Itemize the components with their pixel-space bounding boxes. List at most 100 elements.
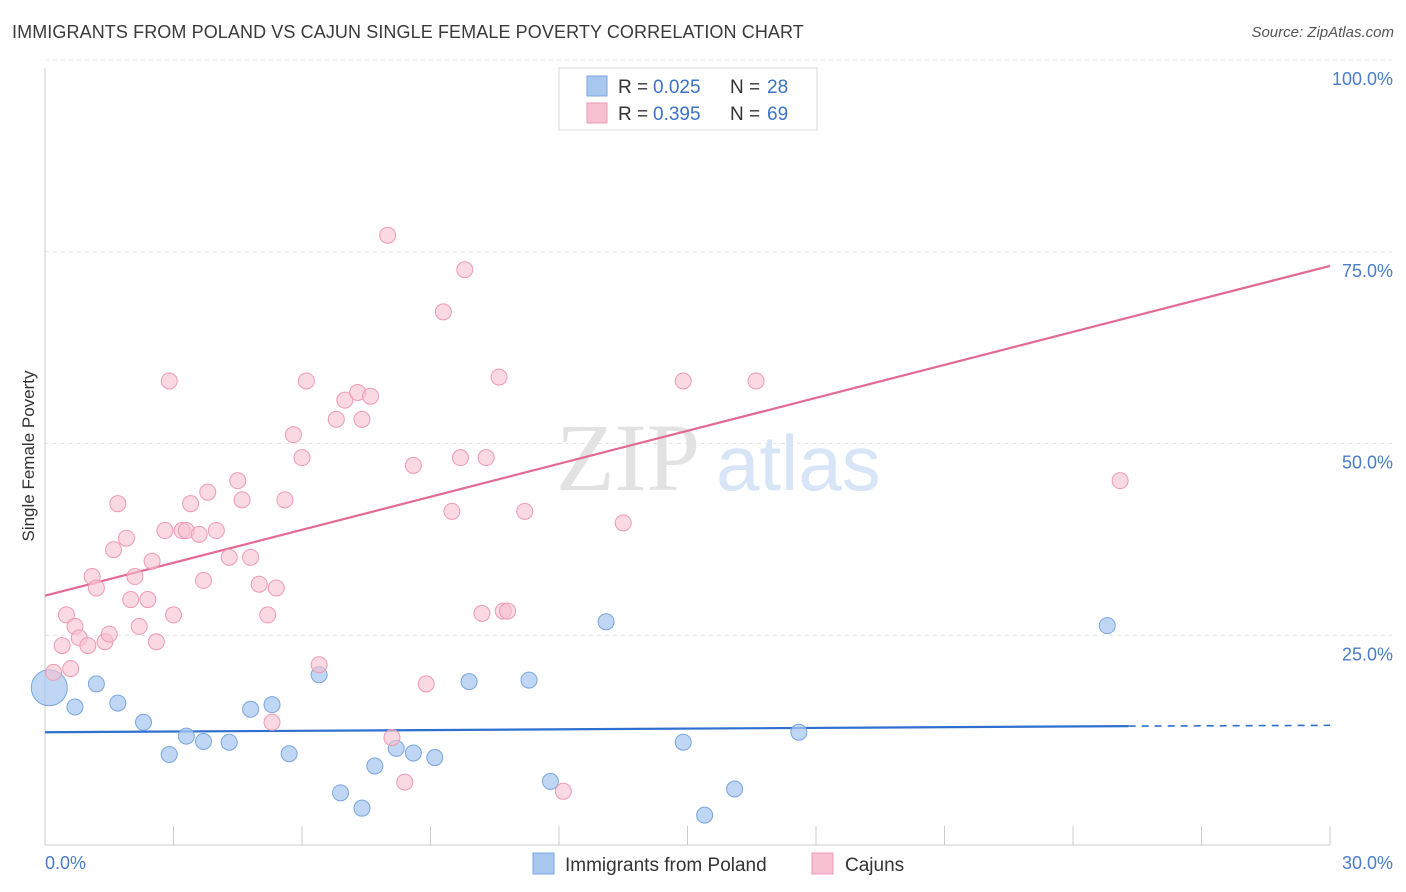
cajun-point [284,426,302,444]
cajun-point [165,606,182,624]
legend-poland-r-label: R = [618,77,648,98]
poland-point [790,723,808,741]
poland-point [263,696,281,714]
cajun-point [53,637,71,655]
poland-point [366,757,384,775]
poland-point [109,694,127,712]
cajun-point [490,368,508,386]
poland-point [353,799,371,817]
legend-poland-n-value: 28 [767,77,788,98]
legend-cajun-n-label: N = [730,104,760,125]
cajun-point [554,782,572,800]
cajun-point [220,548,238,566]
poland-point [87,675,105,693]
poland-trend-extension [1128,724,1331,727]
cajun-point [242,548,260,566]
cajun-point [353,410,371,428]
poland-point [426,749,444,767]
cajun-point [327,410,345,428]
cajun-point [297,372,315,390]
cajun-point [233,491,251,509]
cajun-point [336,391,354,409]
watermark-zip: ZIP [556,404,700,511]
cajun-point [79,637,97,655]
cajun-point [473,604,491,622]
cajun-point [194,571,212,589]
trend-lines [44,264,1331,734]
cajun-point [674,372,692,390]
cajun-point [259,606,277,624]
cajun-point [57,606,75,624]
poland-point [726,780,744,798]
bottom-legend-poland-label: Immigrants from Poland [565,855,767,876]
cajun-point [126,568,144,586]
poland-point [332,784,350,802]
poland-point [460,673,478,691]
cajun-point [451,449,469,467]
stats-legend: R = 0.025 N = 28 R = 0.395 N = 69 [558,67,818,131]
legend-cajun-swatch [586,102,608,124]
cajun-point [229,472,247,490]
cajun-point [139,591,157,609]
poland-point [696,806,714,824]
cajun-point [396,773,414,791]
cajun-point [207,522,225,540]
cajun-point [456,261,474,279]
cajun-point [182,495,200,513]
cajun-point [747,372,765,390]
cajun-point [383,729,401,747]
cajun-point [117,529,135,547]
cajun-point [130,617,148,635]
axes [44,68,1331,846]
x-tick-labels: 0.0% 30.0% [45,853,1393,873]
poland-point [135,713,153,731]
cajun-point [147,633,165,651]
data-points [30,69,1129,824]
y-tick-labels: 100.0% 75.0% 50.0% 25.0% [1332,69,1393,664]
bottom-legend-poland-swatch [532,852,555,875]
poland-point [597,613,615,631]
cajun-point [100,625,118,643]
legend-cajun-r-label: R = [618,104,648,125]
cajun-point [143,552,161,570]
poland-point [404,744,422,762]
cajun-point [160,372,178,390]
cajun-point [379,226,397,244]
poland-point [280,745,298,763]
y-axis-label: Single Female Poverty [19,370,38,542]
y-tick-label: 100.0% [1332,69,1393,89]
cajun-point [62,660,80,678]
grid-lines [45,59,1392,636]
cajun-point [614,514,632,532]
poland-point [541,772,559,790]
y-tick-label: 50.0% [1342,453,1393,473]
cajun-point [87,579,105,597]
y-tick-label: 25.0% [1342,644,1393,664]
cajun-point [250,575,268,593]
cajun-point [190,525,208,543]
legend-cajun-r-value: 0.395 [653,104,701,125]
x-tick-label: 30.0% [1342,853,1393,873]
cajun-point [443,502,461,520]
y-tick-label: 75.0% [1342,261,1393,281]
legend-poland-swatch [586,75,608,97]
cajun-point [362,387,380,405]
cajun-point [156,522,174,540]
cajun-point [404,456,422,474]
cajun-point [263,713,281,731]
cajun-point [45,663,63,681]
watermark-atlas: atlas [716,419,881,507]
bottom-legend-cajun-swatch [811,852,834,875]
legend-cajun-n-value: 69 [767,104,788,125]
cajun-point [417,675,435,693]
x-tick-label: 0.0% [45,853,86,873]
cajun-point [477,449,495,467]
poland-point [674,733,692,751]
chart-title: IMMIGRANTS FROM POLAND VS CAJUN SINGLE F… [12,22,804,42]
cajun-trend-line [44,264,1331,597]
poland-point [520,671,538,689]
poland-point [1098,617,1116,635]
cajun-point [109,495,127,513]
poland-point [220,733,238,751]
